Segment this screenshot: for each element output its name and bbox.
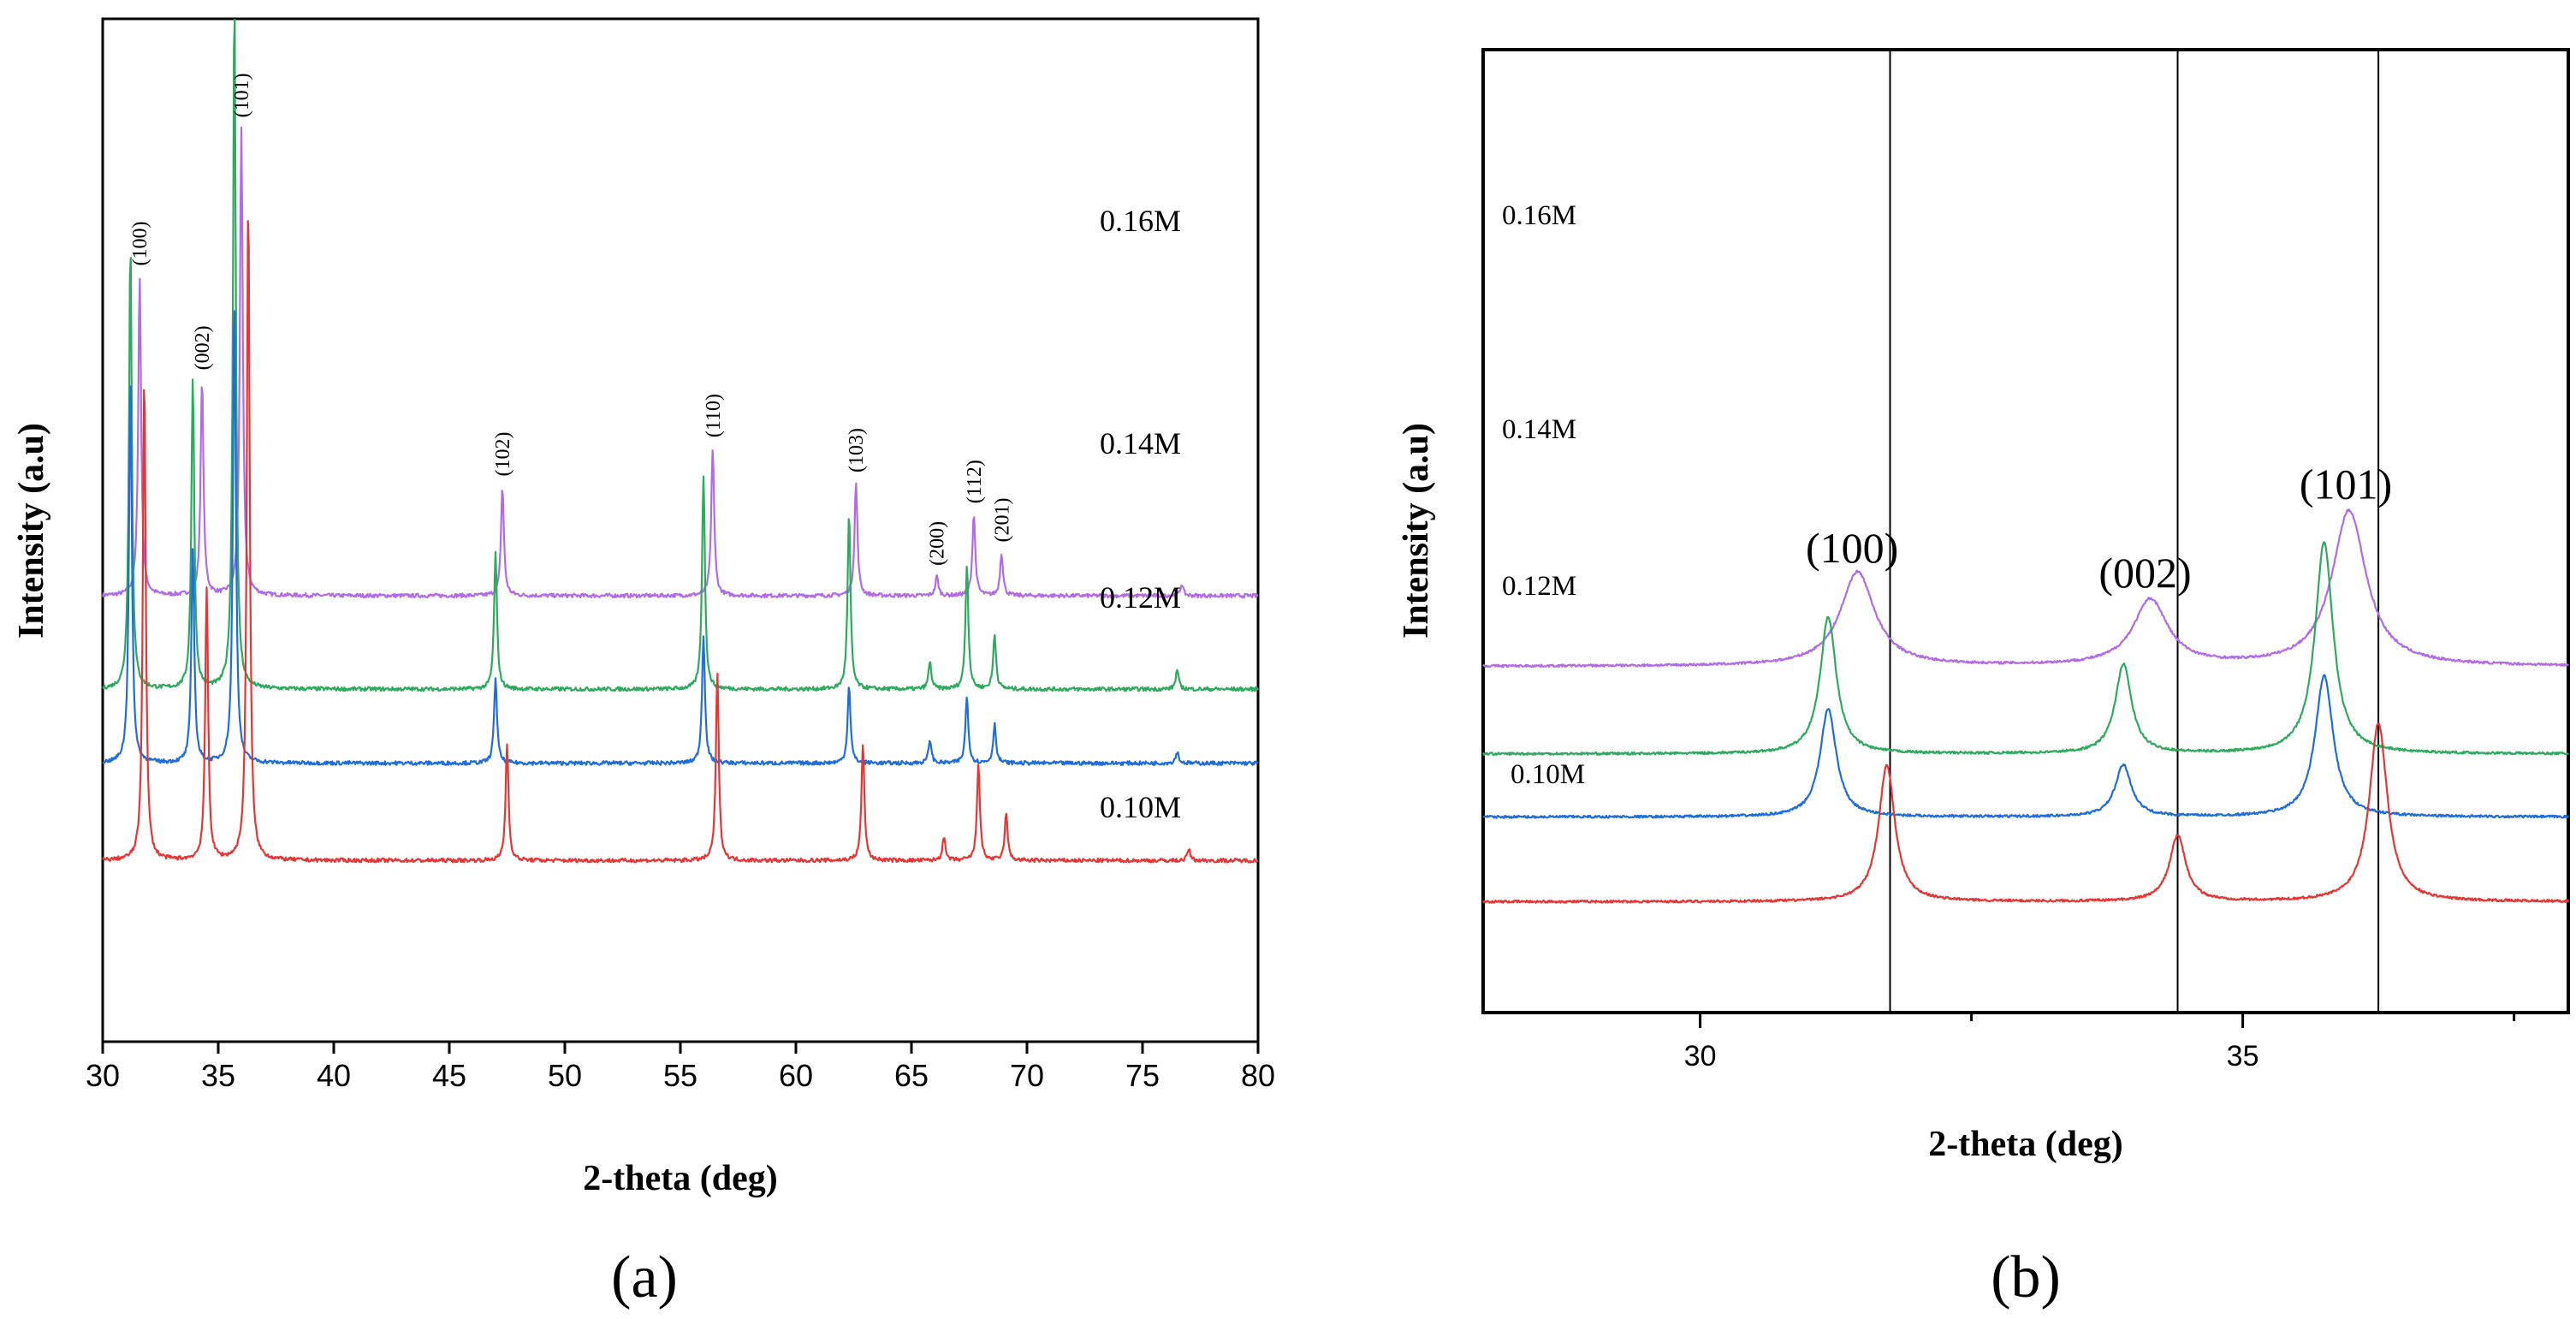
- panel-b-letter: (b): [1991, 1245, 2061, 1310]
- x-tick-label: 60: [779, 1058, 813, 1093]
- panel-b: 30 35 (100) (002) (101) 0.16M 0.14M 0.12M 0…: [1397, 48, 2570, 1310]
- panel-a-series-label-0.12M: 0.12M: [1100, 580, 1181, 615]
- series-0.10M: [102, 220, 1259, 864]
- panel-b-series-label-0.10M: 0.10M: [1511, 759, 1585, 790]
- series-0.12M: [1482, 674, 2569, 819]
- panel-a-series-group: [101, 18, 1259, 864]
- panel-a-series-label-0.16M: 0.16M: [1100, 204, 1181, 238]
- x-tick-label: 40: [317, 1058, 351, 1093]
- panel-a-plot-frame: [101, 17, 1260, 1043]
- panel-a-x-axis-title: 2-theta (deg): [583, 1159, 777, 1198]
- series-0.16M: [1482, 508, 2569, 668]
- panel-b-peak-labels: (100) (002) (101): [1806, 460, 2392, 597]
- panel-b-reference-lines: [1889, 50, 2380, 1013]
- peak-label-110: (110): [703, 394, 725, 437]
- panel-b-x-axis: 30 35: [1684, 1013, 2516, 1072]
- x-tick-label: 30: [1684, 1040, 1717, 1072]
- x-tick-label: 80: [1241, 1058, 1275, 1093]
- series-0.12M: [102, 310, 1259, 767]
- peak-label-100: (100): [129, 222, 151, 266]
- x-tick-label: 35: [2227, 1040, 2259, 1072]
- x-tick-label: 70: [1010, 1058, 1044, 1093]
- peak-label-112: (112): [964, 460, 986, 503]
- peak-label-201: (201): [991, 498, 1013, 543]
- panel-a-series-label-0.14M: 0.14M: [1100, 426, 1181, 460]
- panel-b-series-label-0.12M: 0.12M: [1502, 571, 1576, 602]
- peak-label-200: (200): [927, 521, 949, 566]
- peak-label-002: (002): [2098, 549, 2191, 597]
- panel-a-x-axis: 30 35 40 45 50 55 60 65 70 75 80: [86, 1042, 1275, 1093]
- x-tick-label: 75: [1125, 1058, 1160, 1093]
- x-tick-label: 65: [894, 1058, 929, 1093]
- peak-label-002: (002): [192, 325, 214, 370]
- panel-a: 30 35 40 45 50 55 60 65 70 75 80 (100)(002)(101)(1…: [12, 17, 1275, 1310]
- peak-label-101: (101): [2300, 460, 2392, 508]
- panel-b-x-axis-title: 2-theta (deg): [1928, 1125, 2122, 1164]
- peak-label-100: (100): [1806, 524, 1898, 572]
- series-0.14M: [1481, 541, 2569, 757]
- panel-a-letter: (a): [611, 1245, 678, 1310]
- panel-b-plot-frame: [1481, 48, 2570, 1014]
- panel-b-series-label-0.16M: 0.16M: [1502, 200, 1576, 231]
- series-0.14M: [102, 18, 1259, 692]
- x-tick-label: 45: [432, 1058, 466, 1093]
- x-tick-label: 35: [201, 1058, 235, 1093]
- series-0.16M: [101, 126, 1259, 599]
- series-0.10M: [1481, 722, 2570, 904]
- x-tick-label: 30: [86, 1058, 120, 1093]
- panel-b-series-group: [1481, 508, 2570, 904]
- peak-label-103: (103): [846, 428, 868, 472]
- x-tick-label: 50: [548, 1058, 582, 1093]
- panel-a-series-label-0.10M: 0.10M: [1100, 790, 1181, 824]
- x-tick-label: 55: [663, 1058, 697, 1093]
- peak-label-101: (101): [231, 73, 253, 117]
- panel-a-y-axis-title: Intensity (a.u): [12, 423, 51, 639]
- panel-b-series-label-0.14M: 0.14M: [1502, 414, 1576, 445]
- panel-b-y-axis-title: Intensity (a.u): [1397, 423, 1436, 639]
- peak-label-102: (102): [492, 432, 514, 477]
- panel-a-peak-labels: (100) (002) (101) (102) (110) (103) (200) (112)…: [129, 73, 1013, 565]
